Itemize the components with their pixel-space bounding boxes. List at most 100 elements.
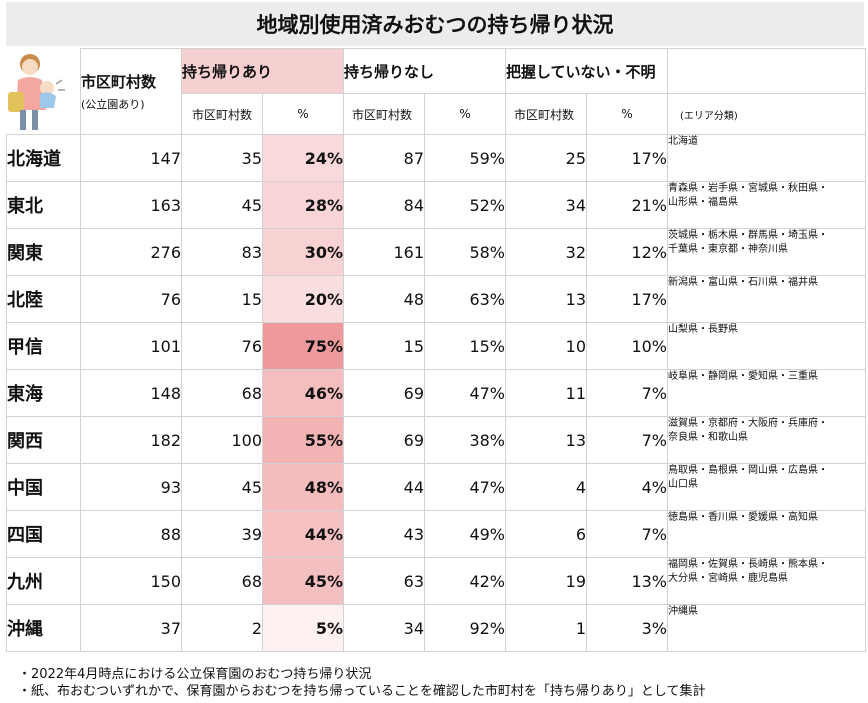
total-count: 88 xyxy=(80,510,182,558)
prefecture-line: 青森県・岩手県・宮城県・秋田県・ xyxy=(668,183,829,194)
unk-count: 19 xyxy=(505,557,587,605)
no-pct: 47% xyxy=(424,369,506,417)
total-count: 276 xyxy=(80,228,182,276)
no-pct: 52% xyxy=(424,181,506,229)
no-count: 34 xyxy=(343,604,425,652)
yes-pct: 20% xyxy=(262,275,344,323)
prefecture-list: 北海道 xyxy=(667,134,866,182)
region-label: 中国 xyxy=(6,463,81,511)
no-pct: 42% xyxy=(424,557,506,605)
prefecture-line: 山形県・福島県 xyxy=(668,197,739,208)
unk-count: 34 xyxy=(505,181,587,229)
prefecture-line: 奈良県・和歌山県 xyxy=(668,432,749,443)
prefecture-line: 山梨県・長野県 xyxy=(668,324,739,335)
no-pct: 92% xyxy=(424,604,506,652)
yes-count: 15 xyxy=(181,275,263,323)
prefecture-line: 新潟県・富山県・石川県・福井県 xyxy=(668,277,819,288)
region-label: 四国 xyxy=(6,510,81,558)
table-row: 九州 150 68 45% 63 42% 19 13% 福岡県・佐賀県・長崎県・熊本県・ 大分県・… xyxy=(6,557,866,605)
yes-count: 45 xyxy=(181,181,263,229)
table-row: 関西 182 100 55% 69 38% 13 7% 滋賀県・京都府・大阪府・兵庫府・ 奈良県・… xyxy=(6,416,866,464)
prefecture-list: 新潟県・富山県・石川県・福井県 xyxy=(667,275,866,323)
footnotes: ・2022年4月時点における公立保育園のおむつ持ち帰り状況 ・紙、布おむついずれ… xyxy=(18,666,705,700)
no-count: 161 xyxy=(343,228,425,276)
yes-count: 39 xyxy=(181,510,263,558)
yes-pct: 48% xyxy=(262,463,344,511)
yes-count: 2 xyxy=(181,604,263,652)
corner-cell xyxy=(7,49,81,135)
no-pct: 38% xyxy=(424,416,506,464)
total-count: 76 xyxy=(80,275,182,323)
no-pct: 63% xyxy=(424,275,506,323)
region-label: 関東 xyxy=(6,228,81,276)
unk-pct: 17% xyxy=(586,134,668,182)
no-pct: 47% xyxy=(424,463,506,511)
prefecture-line: 福岡県・佐賀県・長崎県・熊本県・ xyxy=(668,559,829,570)
subheader-yes-count: 市区町村数 xyxy=(181,93,263,135)
prefecture-line: 千葉県・東京都・神奈川県 xyxy=(668,244,789,255)
yes-pct: 55% xyxy=(262,416,344,464)
yes-pct: 44% xyxy=(262,510,344,558)
prefecture-list: 滋賀県・京都府・大阪府・兵庫府・ 奈良県・和歌山県 xyxy=(667,416,866,464)
yes-pct: 45% xyxy=(262,557,344,605)
unk-pct: 10% xyxy=(586,322,668,370)
prefecture-list: 青森県・岩手県・宮城県・秋田県・ 山形県・福島県 xyxy=(667,181,866,229)
yes-count: 45 xyxy=(181,463,263,511)
unk-count: 11 xyxy=(505,369,587,417)
no-pct: 15% xyxy=(424,322,506,370)
header-municipalities-sub: (公立園あり) xyxy=(81,98,145,111)
prefecture-line: 滋賀県・京都府・大阪府・兵庫府・ xyxy=(668,418,829,429)
prefecture-line: 北海道 xyxy=(668,136,699,147)
unk-pct: 7% xyxy=(586,510,668,558)
unk-count: 4 xyxy=(505,463,587,511)
total-count: 101 xyxy=(80,322,182,370)
region-label: 東海 xyxy=(6,369,81,417)
unk-count: 32 xyxy=(505,228,587,276)
region-label: 甲信 xyxy=(6,322,81,370)
unk-count: 13 xyxy=(505,416,587,464)
no-count: 15 xyxy=(343,322,425,370)
total-count: 93 xyxy=(80,463,182,511)
header-municipalities: 市区町村数 (公立園あり) xyxy=(80,48,182,135)
region-label: 北海道 xyxy=(6,134,81,182)
region-label: 沖縄 xyxy=(6,604,81,652)
total-count: 37 xyxy=(80,604,182,652)
unk-pct: 21% xyxy=(586,181,668,229)
unk-pct: 12% xyxy=(586,228,668,276)
no-count: 43 xyxy=(343,510,425,558)
region-label: 九州 xyxy=(6,557,81,605)
header-group-no: 持ち帰りなし xyxy=(343,48,506,94)
subheader-area: (エリア分類) xyxy=(667,93,866,135)
subheader-yes-pct: % xyxy=(262,93,344,135)
no-pct: 58% xyxy=(424,228,506,276)
region-label: 東北 xyxy=(6,181,81,229)
total-count: 148 xyxy=(80,369,182,417)
region-label: 北陸 xyxy=(6,275,81,323)
prefecture-list: 福岡県・佐賀県・長崎県・熊本県・ 大分県・宮崎県・鹿児島県 xyxy=(667,557,866,605)
header-group-yes: 持ち帰りあり xyxy=(181,48,344,94)
no-count: 87 xyxy=(343,134,425,182)
no-count: 84 xyxy=(343,181,425,229)
unk-count: 10 xyxy=(505,322,587,370)
no-count: 69 xyxy=(343,369,425,417)
mother-baby-illustration xyxy=(8,54,65,130)
unk-pct: 3% xyxy=(586,604,668,652)
table-body: 北海道 147 35 24% 87 59% 25 17% 北海道 東北 163 45 28% 84 52% 3… xyxy=(6,134,866,652)
unk-count: 13 xyxy=(505,275,587,323)
table-row: 東北 163 45 28% 84 52% 34 21% 青森県・岩手県・宮城県・秋田県・ 山形県・… xyxy=(6,181,866,229)
table-row: 四国 88 39 44% 43 49% 6 7% 徳島県・香川県・愛媛県・高知県 xyxy=(6,510,866,558)
prefecture-line: 大分県・宮崎県・鹿児島県 xyxy=(668,573,789,584)
no-count: 44 xyxy=(343,463,425,511)
table-row: 中国 93 45 48% 44 47% 4 4% 鳥取県・島根県・岡山県・広島県・ 山口県 xyxy=(6,463,866,511)
unk-pct: 7% xyxy=(586,416,668,464)
unk-pct: 4% xyxy=(586,463,668,511)
yes-pct: 46% xyxy=(262,369,344,417)
yes-count: 100 xyxy=(181,416,263,464)
total-count: 182 xyxy=(80,416,182,464)
yes-count: 76 xyxy=(181,322,263,370)
unk-pct: 7% xyxy=(586,369,668,417)
header-blank xyxy=(667,48,866,94)
unk-pct: 13% xyxy=(586,557,668,605)
yes-pct: 24% xyxy=(262,134,344,182)
yes-count: 83 xyxy=(181,228,263,276)
